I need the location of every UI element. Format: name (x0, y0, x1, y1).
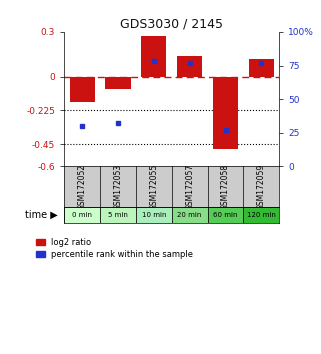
Bar (100, 207, 136, 223)
Text: 0 min: 0 min (72, 212, 92, 218)
Bar (141, 36, 166, 77)
Legend: log2 ratio, percentile rank within the sample: log2 ratio, percentile rank within the s… (36, 238, 193, 259)
Text: GSM172052: GSM172052 (78, 164, 87, 210)
Bar (208, 207, 243, 223)
Title: GDS3030 / 2145: GDS3030 / 2145 (120, 18, 223, 31)
Text: 10 min: 10 min (142, 212, 166, 218)
Bar (172, 207, 208, 223)
Bar (243, 207, 279, 223)
Text: GSM172057: GSM172057 (185, 164, 194, 210)
Text: 60 min: 60 min (213, 212, 238, 218)
Bar (136, 207, 172, 223)
Bar (105, 77, 131, 89)
Bar (249, 59, 274, 77)
Bar (177, 56, 202, 77)
Text: GSM172055: GSM172055 (149, 164, 158, 210)
Bar (70, 77, 95, 102)
Text: GSM172059: GSM172059 (257, 164, 266, 210)
Text: GSM172058: GSM172058 (221, 164, 230, 210)
Text: 5 min: 5 min (108, 212, 128, 218)
Text: 20 min: 20 min (178, 212, 202, 218)
Bar (213, 77, 238, 149)
Text: time ▶: time ▶ (25, 210, 58, 220)
Text: 120 min: 120 min (247, 212, 276, 218)
Text: GSM172053: GSM172053 (113, 164, 123, 210)
Bar (64, 207, 100, 223)
